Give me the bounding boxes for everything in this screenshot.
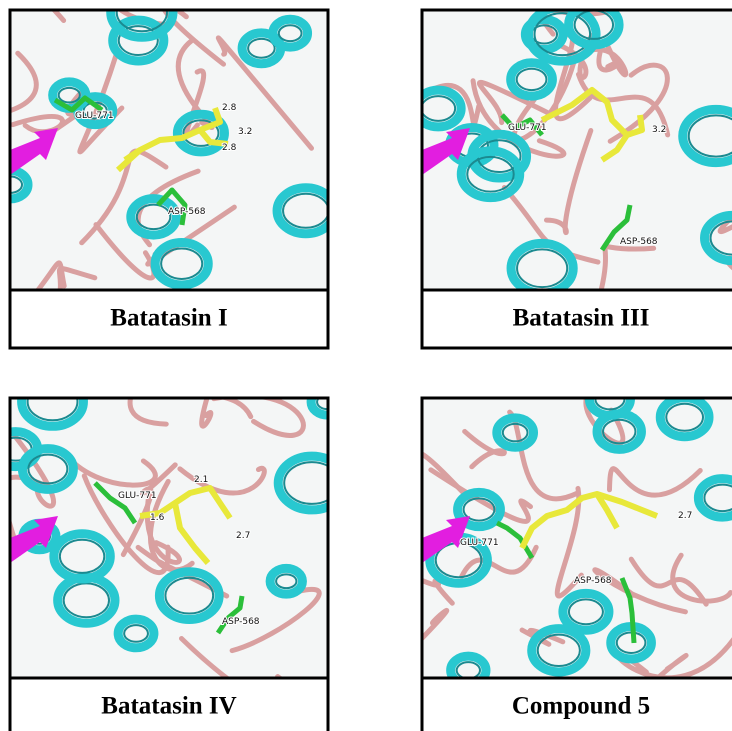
residue-label: 2.8: [222, 103, 237, 113]
panel: GLU-771 ASP-568 2.7 Compound 5: [353, 383, 732, 731]
residue-label: 2.8: [222, 143, 237, 153]
residue-label: 2.1: [194, 475, 208, 485]
structure-image: GLU-771 3.2 ASP-568: [411, 0, 732, 295]
panel-title: Batatasin IV: [101, 693, 236, 720]
page: GLU-771ASP-5682.83.22.8Batatasin IGLU-77…: [0, 0, 732, 731]
residue-label: 1.6: [150, 513, 165, 523]
residue-label: 2.7: [236, 531, 250, 541]
residue-label: GLU-771: [118, 491, 157, 501]
panel: GLU-771 3.2 ASP-568 Batatasin III: [411, 0, 732, 348]
residue-label: 3.2: [238, 127, 252, 137]
residue-label: 2.7: [678, 511, 692, 521]
residue-label: ASP-568: [222, 617, 260, 627]
panel-title: Batatasin III: [513, 305, 650, 332]
panel-title: Batatasin I: [110, 305, 227, 332]
residue-label: GLU-771: [508, 123, 547, 133]
residue-label: 3.2: [652, 125, 666, 135]
residue-label: ASP-568: [168, 207, 206, 217]
panel: GLU-771 2.1 1.6 2.7 ASP-568 Batatasin IV: [0, 344, 346, 731]
panel-title: Compound 5: [512, 693, 650, 720]
residue-label: GLU-771: [460, 538, 499, 548]
residue-label: ASP-568: [574, 576, 612, 586]
residue-label: GLU-771: [75, 111, 114, 121]
figure: GLU-771ASP-5682.83.22.8Batatasin IGLU-77…: [0, 0, 732, 731]
residue-label: ASP-568: [620, 237, 658, 247]
